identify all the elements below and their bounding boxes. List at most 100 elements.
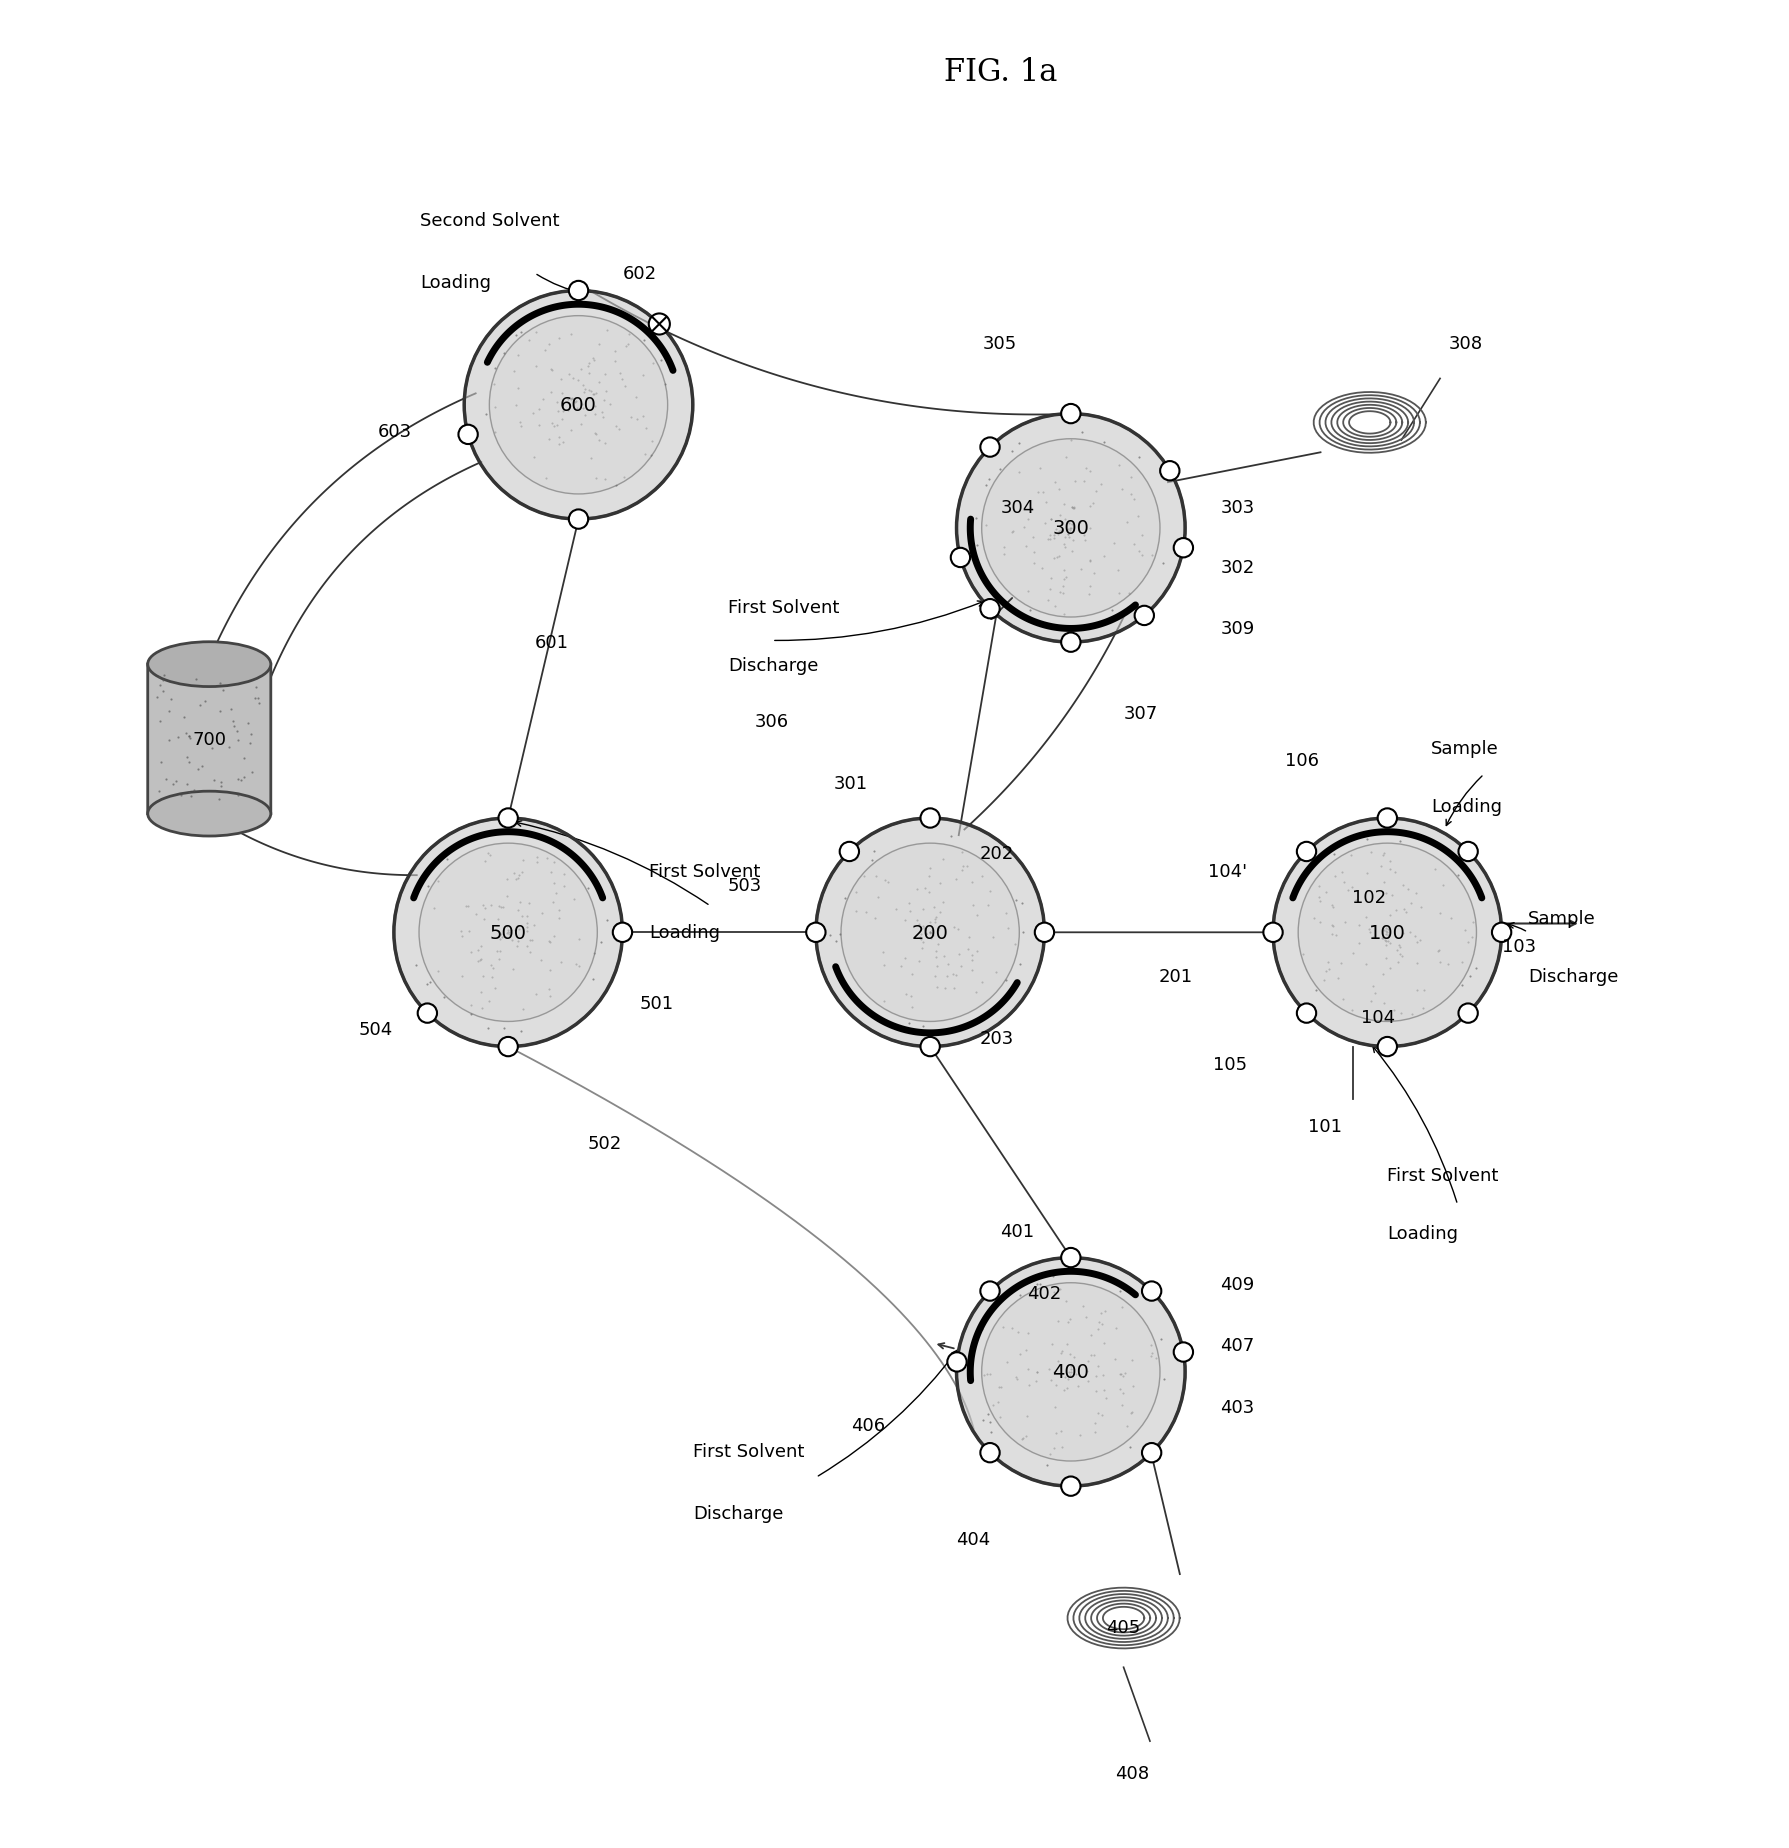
Text: FIG. 1a: FIG. 1a	[943, 57, 1057, 87]
Text: 101: 101	[1308, 1116, 1342, 1135]
Circle shape	[980, 1283, 998, 1301]
Text: 409: 409	[1220, 1275, 1254, 1294]
Text: 104: 104	[1360, 1009, 1394, 1026]
Text: 309: 309	[1220, 619, 1254, 638]
Circle shape	[955, 414, 1184, 643]
Text: 602: 602	[623, 264, 657, 283]
Text: Discharge: Discharge	[692, 1504, 784, 1521]
Circle shape	[1295, 843, 1315, 861]
Text: 504: 504	[358, 1020, 394, 1039]
Text: Sample: Sample	[1431, 739, 1497, 758]
Text: 407: 407	[1220, 1336, 1254, 1355]
Text: 106: 106	[1285, 752, 1318, 769]
Text: 305: 305	[982, 334, 1016, 353]
Circle shape	[955, 1258, 1184, 1486]
Circle shape	[841, 845, 1018, 1022]
Text: 601: 601	[535, 634, 569, 652]
Circle shape	[1061, 405, 1081, 423]
Text: 408: 408	[1115, 1763, 1149, 1781]
Circle shape	[497, 1037, 517, 1057]
Text: 502: 502	[587, 1135, 621, 1153]
Circle shape	[1141, 1283, 1161, 1301]
Circle shape	[1378, 1037, 1395, 1057]
Text: 600: 600	[560, 395, 596, 416]
Ellipse shape	[148, 643, 270, 687]
Circle shape	[980, 1283, 1159, 1462]
Circle shape	[1061, 1477, 1081, 1497]
Text: 302: 302	[1220, 558, 1254, 577]
Circle shape	[1458, 843, 1478, 861]
Text: 403: 403	[1220, 1399, 1254, 1416]
Text: 500: 500	[490, 924, 526, 942]
Circle shape	[1061, 634, 1081, 652]
Text: 303: 303	[1220, 499, 1254, 516]
Circle shape	[488, 316, 667, 495]
Text: 104': 104'	[1208, 863, 1245, 880]
Circle shape	[1034, 924, 1054, 942]
Circle shape	[980, 1443, 998, 1462]
Circle shape	[1297, 845, 1476, 1022]
Text: 304: 304	[1000, 499, 1034, 516]
Text: 202: 202	[979, 845, 1013, 863]
Circle shape	[497, 809, 517, 828]
Text: 301: 301	[834, 774, 868, 793]
Text: Discharge: Discharge	[728, 656, 818, 675]
Text: 308: 308	[1447, 334, 1481, 353]
Ellipse shape	[148, 791, 270, 837]
Circle shape	[920, 1037, 939, 1057]
Circle shape	[463, 292, 692, 519]
Text: Sample: Sample	[1528, 909, 1594, 928]
Circle shape	[1272, 819, 1501, 1048]
Text: 603: 603	[377, 423, 411, 442]
Circle shape	[805, 924, 825, 942]
Circle shape	[946, 1353, 966, 1371]
Text: 300: 300	[1052, 519, 1090, 538]
Circle shape	[612, 924, 632, 942]
Text: 203: 203	[979, 1029, 1013, 1048]
Circle shape	[980, 438, 998, 458]
Text: 200: 200	[911, 924, 948, 942]
Text: 406: 406	[850, 1416, 886, 1434]
Text: First Solvent: First Solvent	[1386, 1166, 1497, 1185]
Circle shape	[569, 510, 589, 530]
Text: 503: 503	[728, 876, 762, 894]
Text: 306: 306	[753, 713, 787, 732]
Text: 400: 400	[1052, 1362, 1090, 1382]
Text: 404: 404	[955, 1530, 991, 1549]
Text: Discharge: Discharge	[1528, 968, 1617, 985]
Text: 100: 100	[1369, 924, 1404, 942]
Circle shape	[648, 314, 669, 334]
Circle shape	[419, 845, 598, 1022]
Circle shape	[458, 425, 478, 445]
Circle shape	[1061, 1247, 1081, 1268]
Text: Loading: Loading	[648, 924, 719, 942]
Circle shape	[980, 601, 998, 619]
Text: 401: 401	[1000, 1223, 1034, 1240]
Text: 307: 307	[1123, 704, 1157, 723]
Circle shape	[1174, 540, 1193, 558]
Circle shape	[839, 843, 859, 861]
Text: 405: 405	[1106, 1619, 1140, 1635]
Circle shape	[1174, 1343, 1193, 1362]
Circle shape	[920, 809, 939, 828]
Circle shape	[394, 819, 623, 1048]
Text: Second Solvent: Second Solvent	[420, 213, 560, 229]
Circle shape	[417, 1003, 437, 1024]
Circle shape	[1295, 1003, 1315, 1024]
Circle shape	[1141, 1443, 1161, 1462]
Text: 501: 501	[640, 994, 674, 1013]
Text: First Solvent: First Solvent	[648, 863, 760, 880]
Circle shape	[1263, 924, 1283, 942]
Circle shape	[569, 281, 589, 301]
Circle shape	[1134, 606, 1154, 626]
Circle shape	[950, 549, 970, 567]
Text: 201: 201	[1157, 968, 1191, 985]
Circle shape	[1490, 924, 1510, 942]
Text: Loading: Loading	[420, 274, 490, 292]
Text: 402: 402	[1027, 1284, 1061, 1303]
Circle shape	[980, 440, 1159, 617]
Circle shape	[1378, 809, 1395, 828]
Circle shape	[1458, 1003, 1478, 1024]
Text: Loading: Loading	[1386, 1223, 1458, 1242]
Text: 102: 102	[1351, 889, 1385, 907]
